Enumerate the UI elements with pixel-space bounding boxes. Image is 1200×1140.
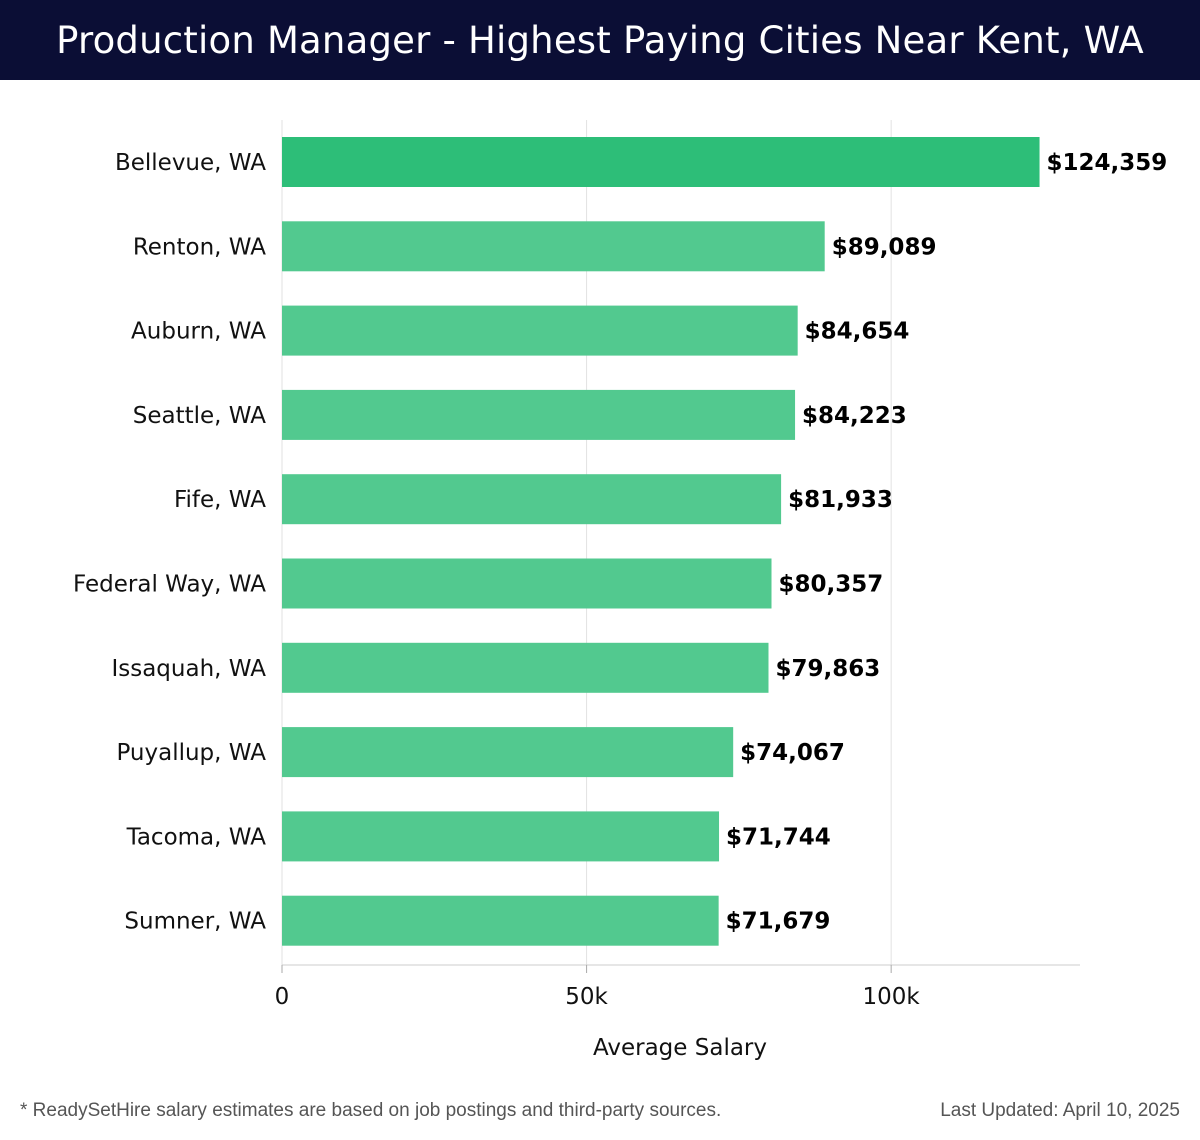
bar: [282, 474, 782, 525]
category-labels: Bellevue, WA Renton, WA Auburn, WA Seattle,…: [73, 150, 266, 935]
category-label: Seattle, WA: [133, 403, 267, 429]
value-label: $74,067: [740, 740, 845, 766]
bar: [282, 558, 772, 609]
bar: [282, 642, 769, 693]
value-label: $124,359: [1047, 150, 1168, 176]
bar: [282, 305, 798, 356]
category-label: Tacoma, WA: [126, 824, 267, 850]
category-label: Federal Way, WA: [73, 572, 266, 598]
bar: [282, 895, 719, 946]
footnote: * ReadySetHire salary estimates are base…: [20, 1100, 722, 1121]
x-tick-label: 0: [275, 984, 290, 1010]
category-label: Issaquah, WA: [111, 656, 266, 682]
chart-title: Production Manager - Highest Paying Citi…: [56, 18, 1144, 62]
value-label: $79,863: [775, 656, 880, 682]
x-axis-ticks: 0 50k 100k: [275, 965, 921, 1010]
value-label: $81,933: [788, 487, 893, 513]
bar: [282, 389, 796, 440]
bar: [282, 221, 825, 272]
x-axis-title: Average Salary: [593, 1035, 767, 1061]
category-label: Puyallup, WA: [116, 740, 266, 766]
bars: [282, 137, 1040, 946]
bar: [282, 727, 734, 778]
value-label: $71,744: [726, 824, 831, 850]
value-label: $80,357: [779, 572, 884, 598]
salary-bar-chart: Bellevue, WA Renton, WA Auburn, WA Seattle,…: [73, 120, 1168, 1061]
bar: [282, 811, 720, 862]
category-label: Bellevue, WA: [115, 150, 266, 176]
category-label: Sumner, WA: [124, 909, 266, 935]
x-tick-label: 50k: [565, 984, 608, 1010]
value-label: $89,089: [832, 234, 937, 260]
x-tick-label: 100k: [863, 984, 921, 1010]
last-updated: Last Updated: April 10, 2025: [940, 1100, 1180, 1121]
value-labels: $124,359 $89,089 $84,654 $84,223 $81,933 $80,…: [726, 150, 1168, 935]
value-label: $84,654: [805, 319, 910, 345]
category-label: Fife, WA: [174, 487, 266, 513]
chart-header: Production Manager - Highest Paying Citi…: [0, 0, 1200, 80]
category-label: Renton, WA: [133, 234, 266, 260]
category-label: Auburn, WA: [131, 319, 266, 345]
value-label: $71,679: [726, 909, 831, 935]
value-label: $84,223: [802, 403, 907, 429]
bar: [282, 137, 1040, 187]
